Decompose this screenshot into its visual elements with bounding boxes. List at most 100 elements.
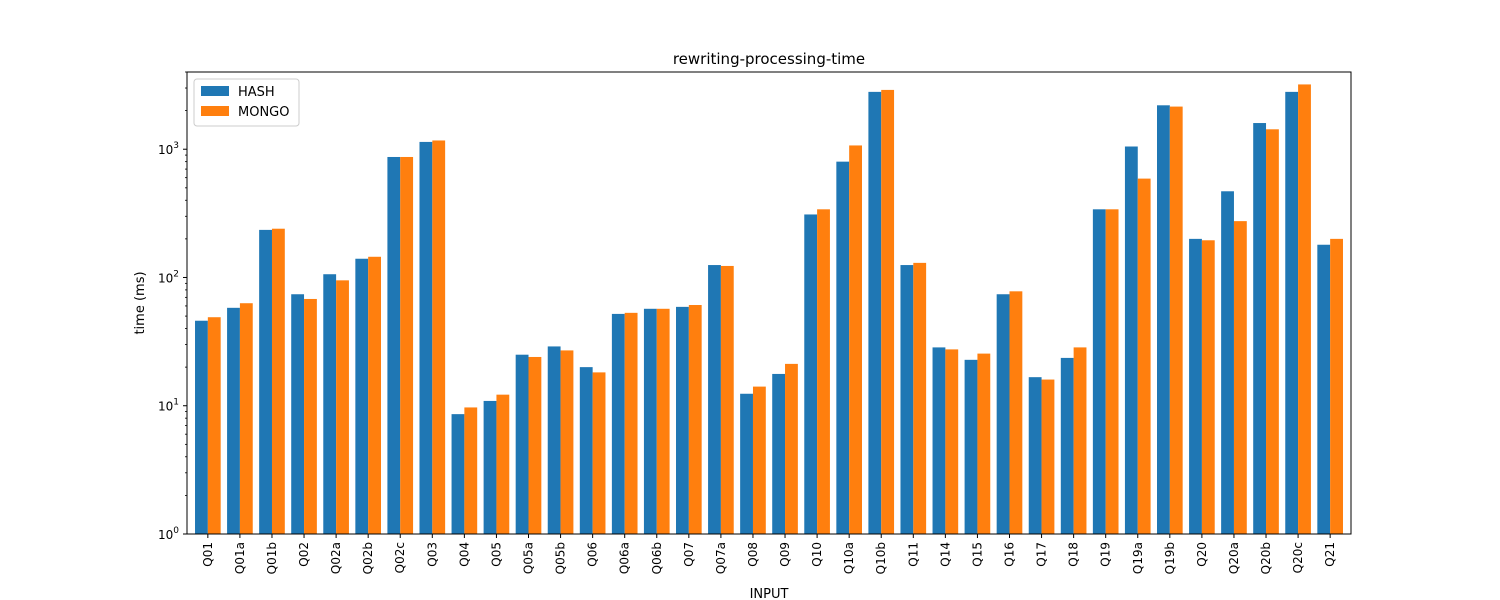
- x-tick-label: Q17: [1035, 542, 1049, 567]
- plot-frame: [186, 71, 1352, 535]
- bar-hash-q19: [1092, 209, 1106, 534]
- bar-hash-q10a: [836, 161, 850, 534]
- bar-hash-q16: [996, 294, 1010, 534]
- bar-hash-q20: [1189, 238, 1202, 534]
- bar-mongo-q05: [496, 394, 510, 534]
- bar-hash-q01b: [259, 229, 272, 534]
- bar-mongo-q19: [1105, 209, 1119, 534]
- bar-hash-q18: [1060, 357, 1074, 534]
- bar-mongo-q03: [432, 140, 446, 534]
- bar-hash-q10b: [868, 91, 882, 535]
- bar-mongo-q01a: [239, 303, 253, 534]
- x-tick-label: Q07: [682, 542, 696, 567]
- x-tick-label: Q08: [746, 542, 760, 567]
- bar-hash-q07a: [708, 265, 721, 534]
- bar-hash-q19a: [1124, 146, 1138, 534]
- bar-mongo-q08: [752, 386, 766, 534]
- bar-hash-q06a: [611, 313, 625, 534]
- legend-swatch-hash: [201, 86, 229, 96]
- bar-hash-q21: [1317, 244, 1331, 535]
- bar-hash-q17: [1028, 377, 1042, 534]
- chart-title: rewriting-processing-time: [673, 50, 865, 68]
- x-tick-label: Q04: [457, 542, 471, 567]
- x-tick-label: Q02: [297, 542, 311, 567]
- bar-mongo-q01: [207, 317, 221, 534]
- legend: HASH MONGO: [193, 78, 300, 127]
- bar-hash-q02c: [387, 156, 401, 535]
- bar-mongo-q06a: [624, 312, 638, 534]
- x-tick-label: Q05a: [522, 542, 536, 574]
- bar-hash-q11: [900, 265, 914, 534]
- x-tick-label: Q20b: [1259, 542, 1273, 574]
- bar-hash-q15: [964, 359, 978, 534]
- x-tick-label: Q03: [425, 542, 439, 567]
- x-tick-label: Q20: [1195, 542, 1209, 567]
- bar-mongo-q02b: [368, 256, 381, 534]
- x-tick-label: Q01a: [233, 542, 247, 574]
- x-tick-label: Q06: [586, 542, 600, 567]
- bar-mongo-q17: [1041, 379, 1055, 534]
- bar-hash-q07: [676, 306, 689, 534]
- bar-mongo-q20b: [1266, 129, 1279, 535]
- bar-hash-q03: [419, 141, 433, 535]
- legend-label-mongo: MONGO: [238, 105, 289, 120]
- bar-hash-q02b: [355, 258, 369, 534]
- x-tick-label: Q01b: [265, 542, 279, 574]
- x-tick-label: Q07a: [714, 542, 728, 574]
- x-tick-label: Q10b: [874, 542, 888, 574]
- x-axis: Q01 Q01a Q01b Q02 Q02a Q02b Q02c Q03 Q04 Q05 Q05a Q…: [201, 534, 1337, 574]
- x-tick-label: Q01: [201, 542, 215, 567]
- x-tick-label: Q20c: [1291, 542, 1305, 573]
- bar-hash-q01a: [227, 307, 240, 534]
- bar-mongo-q19a: [1137, 178, 1151, 535]
- legend-label-hash: HASH: [238, 85, 275, 100]
- bar-mongo-q05b: [560, 350, 574, 534]
- bar-hash-q19b: [1157, 105, 1170, 535]
- bar-mongo-q20: [1201, 240, 1215, 534]
- x-axis-label: INPUT: [750, 587, 789, 600]
- bar-mongo-q10b: [881, 89, 895, 534]
- bar-mongo-q02a: [336, 280, 349, 534]
- bar-mongo-q16: [1009, 291, 1023, 534]
- bar-mongo-q20c: [1298, 84, 1311, 535]
- y-tick-label: 101: [158, 398, 179, 414]
- x-tick-label: Q05b: [554, 542, 568, 574]
- bar-hash-q02: [291, 294, 305, 534]
- x-tick-label: Q02b: [361, 542, 375, 574]
- bar-hash-q05b: [547, 346, 561, 534]
- bar-hash-q20a: [1221, 191, 1234, 534]
- bar-mongo-q04: [464, 407, 478, 534]
- x-tick-label: Q10: [810, 542, 824, 567]
- bar-hash-q10: [804, 214, 818, 534]
- bar-hash-q20c: [1285, 91, 1299, 535]
- bar-mongo-q05a: [528, 356, 542, 534]
- y-axis: 100 101 102 103: [158, 71, 187, 542]
- bar-mongo-q02c: [400, 156, 414, 535]
- x-tick-label: Q06b: [650, 542, 664, 574]
- bar-hash-q20b: [1253, 123, 1267, 534]
- bar-mongo-q07: [688, 305, 702, 534]
- bar-hash-q08: [740, 393, 753, 534]
- x-tick-label: Q20a: [1227, 542, 1241, 574]
- x-tick-label: Q19a: [1131, 542, 1145, 574]
- bar-hash-q01: [195, 320, 208, 534]
- bar-hash-q06b: [643, 308, 657, 534]
- x-tick-label: Q15: [970, 542, 984, 567]
- x-tick-label: Q19: [1099, 542, 1113, 567]
- bar-hash-q05: [483, 400, 497, 534]
- bar-hash-q02a: [323, 274, 337, 534]
- x-tick-label: Q09: [778, 542, 792, 567]
- bar-mongo-q06: [592, 372, 606, 534]
- x-tick-label: Q06a: [618, 542, 632, 574]
- x-tick-label: Q02c: [393, 542, 407, 573]
- y-tick-label: 103: [158, 141, 179, 157]
- bar-mongo-q18: [1073, 347, 1087, 534]
- y-tick-label: 102: [158, 269, 179, 285]
- bar-mongo-q21: [1330, 238, 1343, 534]
- x-tick-label: Q14: [938, 542, 952, 567]
- legend-swatch-mongo: [201, 106, 229, 116]
- bar-mongo-q02: [304, 298, 317, 534]
- x-tick-label: Q02a: [329, 542, 343, 574]
- x-tick-label: Q10a: [842, 542, 856, 574]
